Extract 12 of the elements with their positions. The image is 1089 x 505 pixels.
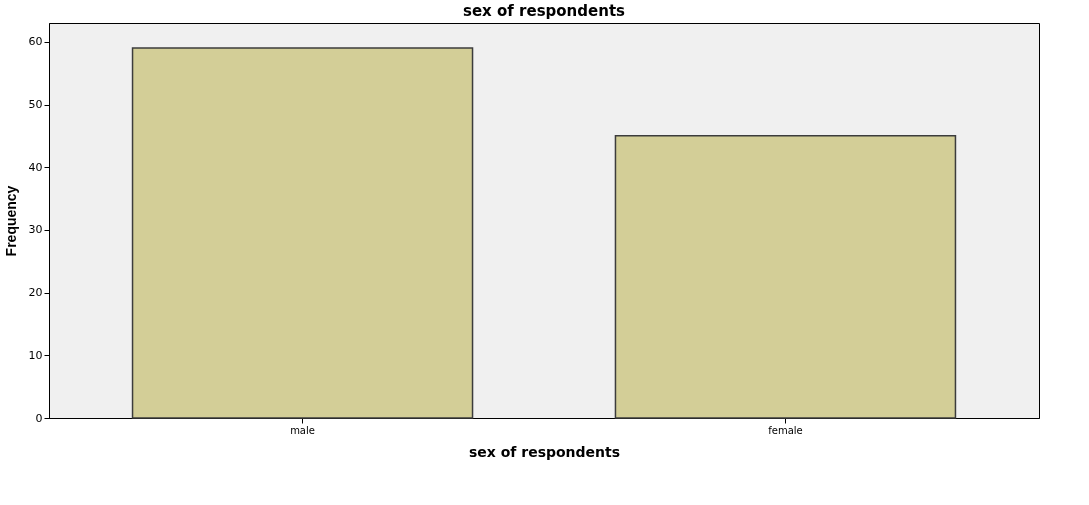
chart-title: sex of respondents <box>463 2 626 20</box>
y-tick-label: 10 <box>28 348 43 362</box>
y-tick-label: 20 <box>28 286 43 300</box>
y-tick-label: 40 <box>28 160 43 174</box>
y-axis-title: Frequency <box>2 185 19 257</box>
x-tick-label: female <box>768 424 803 436</box>
y-tick-label: 50 <box>28 98 43 112</box>
y-tick-label: 0 <box>35 411 43 425</box>
y-tick-label: 60 <box>28 35 43 49</box>
y-tick-label: 30 <box>28 223 43 237</box>
x-axis-title: sex of respondents <box>468 443 621 460</box>
x-tick-label: male <box>290 424 315 436</box>
